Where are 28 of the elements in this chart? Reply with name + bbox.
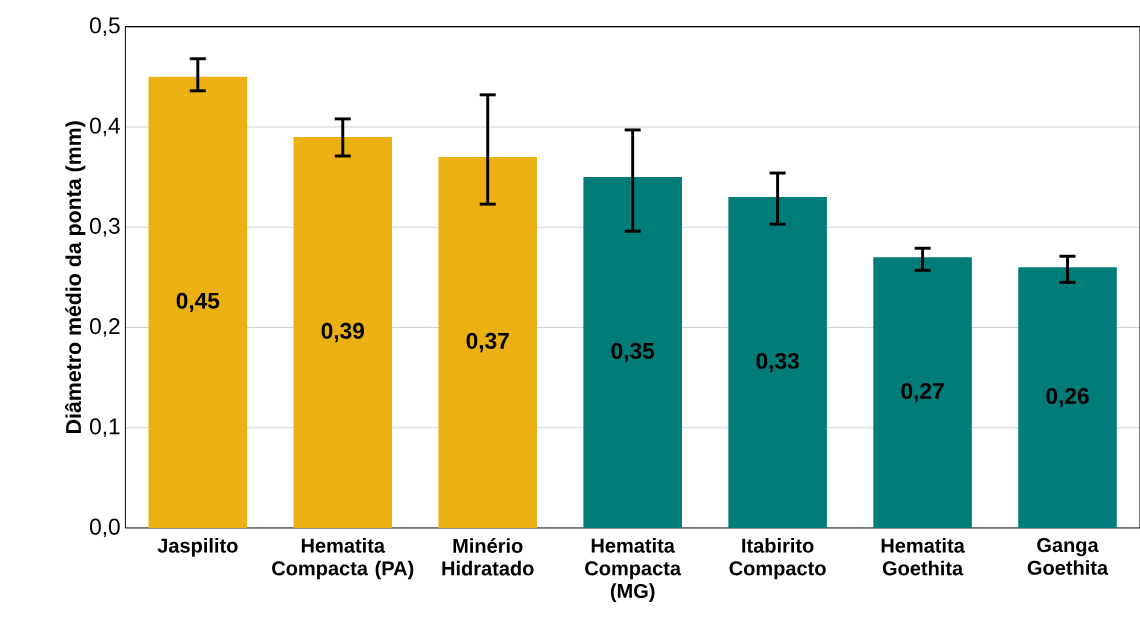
- bar: [293, 136, 393, 528]
- data-label: 0,33: [756, 352, 799, 373]
- bar: [438, 157, 537, 528]
- x-tick-label: Hematita Compacta (MG): [585, 538, 682, 602]
- data-label: 0,27: [901, 382, 944, 403]
- bar: [728, 197, 827, 528]
- bar: [873, 257, 972, 528]
- data-label: 0,37: [466, 332, 509, 353]
- data-label: 0,35: [611, 342, 655, 363]
- x-tick-label: Ganga Goethita: [1027, 538, 1109, 575]
- x-tick-label: Hematita Goethita: [881, 538, 965, 576]
- bar: [1018, 267, 1117, 528]
- bar: [583, 177, 682, 528]
- data-label: 0,39: [321, 322, 364, 343]
- bar: [148, 76, 248, 528]
- y-axis-title: Diâmetro médio da ponta (mm): [64, 121, 86, 433]
- x-tick-label: Itabirito Compacto: [729, 538, 826, 580]
- x-tick-label: Hematita Compacta (PA): [272, 538, 414, 580]
- x-tick-label: Minério Hidratado: [442, 538, 534, 576]
- y-tick-label: 0,4: [90, 117, 120, 137]
- x-tick-label: Jaspilito: [157, 538, 238, 557]
- y-tick-label: 0,3: [90, 217, 120, 237]
- data-label: 0,45: [176, 292, 220, 313]
- y-tick-label: 0,1: [90, 418, 120, 438]
- y-tick-label: 0,5: [90, 17, 120, 37]
- y-tick-label: 0,2: [90, 318, 120, 337]
- data-label: 0,26: [1046, 387, 1089, 408]
- y-tick-label: 0,0: [90, 518, 120, 538]
